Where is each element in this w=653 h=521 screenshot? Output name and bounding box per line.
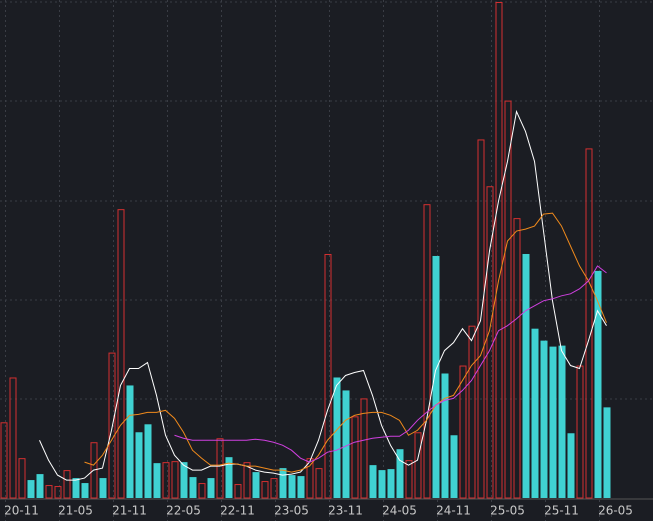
ma-line [84, 212, 607, 473]
bar [0, 422, 8, 499]
bar [387, 469, 395, 498]
bar [189, 477, 197, 498]
bar [477, 139, 485, 499]
x-tick-label: 20-11 [4, 504, 39, 518]
bar [279, 468, 287, 498]
bar [270, 478, 278, 499]
bar [216, 438, 224, 499]
bar [360, 398, 368, 499]
bar [315, 468, 323, 499]
x-tick-label: 21-05 [58, 504, 93, 518]
x-tick-label: 25-11 [544, 504, 579, 518]
bar [549, 346, 557, 498]
bar [576, 365, 584, 499]
bar [108, 352, 116, 499]
bar [540, 340, 548, 498]
bar [234, 484, 242, 499]
bar [396, 449, 404, 498]
bar [171, 461, 179, 499]
bar [117, 209, 125, 499]
bar [180, 462, 188, 498]
bar [594, 270, 602, 498]
ma-line [174, 265, 607, 463]
x-tick-label: 26-05 [598, 504, 633, 518]
bar [261, 481, 269, 499]
bar [198, 483, 206, 499]
bar [531, 328, 539, 498]
bar [522, 253, 530, 498]
bar [405, 460, 413, 499]
bar [99, 478, 107, 498]
bar [27, 480, 35, 498]
x-tick-label: 25-05 [490, 504, 525, 518]
bar [18, 458, 26, 499]
ma-line [39, 109, 607, 481]
bar [162, 462, 170, 499]
bar [252, 472, 260, 498]
bar [450, 435, 458, 498]
bar [567, 433, 575, 498]
bar [288, 475, 296, 498]
bar [486, 186, 494, 499]
bar [441, 373, 449, 498]
bar [144, 424, 152, 498]
bar [468, 325, 476, 499]
bar [81, 483, 89, 498]
bar [414, 432, 422, 499]
bar [459, 365, 467, 499]
bar [378, 470, 386, 498]
bar [45, 485, 53, 499]
bar [351, 416, 359, 499]
bar [54, 486, 62, 499]
x-tick-label: 23-11 [328, 504, 363, 518]
bar [306, 458, 314, 499]
bar [324, 253, 332, 499]
bar [297, 476, 305, 498]
bar [153, 463, 161, 498]
bar [63, 470, 71, 499]
bar [342, 390, 350, 498]
x-tick-label: 21-11 [112, 504, 147, 518]
bar [135, 432, 143, 498]
x-tick-label: 24-05 [382, 504, 417, 518]
bar [423, 204, 431, 499]
bar [72, 478, 80, 498]
bar [243, 462, 251, 499]
bar [504, 100, 512, 499]
x-tick-label: 23-05 [274, 504, 309, 518]
bar [558, 345, 566, 498]
bar [369, 465, 377, 498]
x-tick-label: 22-11 [220, 504, 255, 518]
grid [0, 1, 653, 400]
bar [585, 148, 593, 499]
x-tick-label: 24-11 [436, 504, 471, 518]
bar [9, 377, 17, 499]
bar [603, 407, 611, 498]
bar [207, 478, 215, 498]
bar [225, 457, 233, 498]
bar [333, 377, 341, 498]
bar [126, 385, 134, 498]
bar [36, 474, 44, 498]
x-tick-label: 22-05 [166, 504, 201, 518]
bar [495, 1, 503, 499]
bar [90, 442, 98, 499]
bar [432, 255, 440, 498]
bar [513, 218, 521, 499]
